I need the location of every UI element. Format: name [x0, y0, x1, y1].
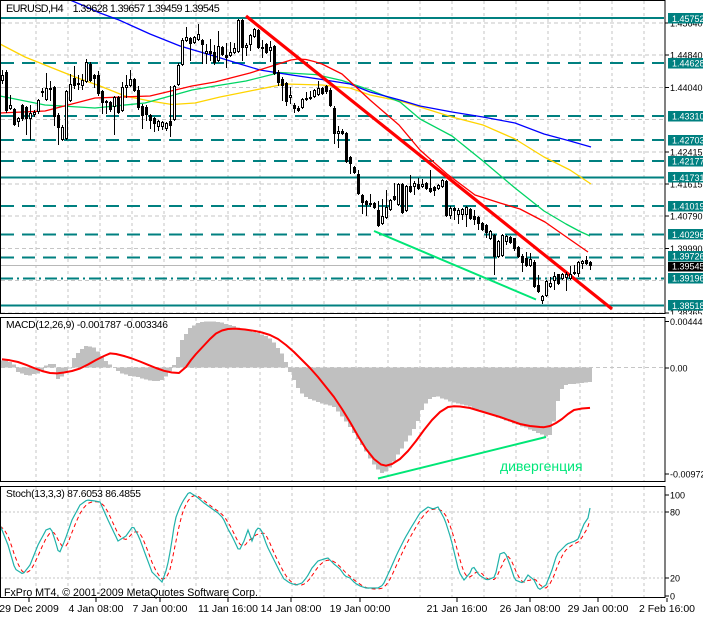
- svg-text:2 Feb 16:00: 2 Feb 16:00: [639, 603, 695, 615]
- svg-text:1.38518: 1.38518: [672, 301, 703, 311]
- svg-text:26 Jan 08:00: 26 Jan 08:00: [500, 603, 561, 615]
- svg-text:1.42415: 1.42415: [670, 147, 703, 157]
- svg-text:1.39726: 1.39726: [672, 252, 703, 262]
- svg-text:1.39545: 1.39545: [672, 262, 703, 272]
- svg-text:80: 80: [670, 508, 680, 518]
- svg-text:MACD(12,26,9) -0.001787 -0.003: MACD(12,26,9) -0.001787 -0.003346: [6, 320, 168, 331]
- svg-text:1.40790: 1.40790: [670, 212, 703, 222]
- svg-text:1.42703: 1.42703: [672, 136, 703, 146]
- svg-text:29 Jan 00:00: 29 Jan 00:00: [568, 603, 629, 615]
- svg-text:0: 0: [670, 592, 675, 602]
- svg-text:1.38365: 1.38365: [670, 308, 703, 318]
- svg-text:29 Dec 2009: 29 Dec 2009: [0, 603, 59, 615]
- svg-text:20: 20: [670, 574, 680, 584]
- svg-text:11 Jan 16:00: 11 Jan 16:00: [198, 603, 258, 615]
- svg-text:1.44628: 1.44628: [672, 59, 703, 69]
- svg-text:4 Jan 08:00: 4 Jan 08:00: [69, 603, 124, 615]
- svg-text:14 Jan 08:00: 14 Jan 08:00: [261, 603, 322, 615]
- svg-text:0.00: 0.00: [670, 364, 688, 374]
- svg-text:Stoch(13,3,3) 87.6053 86.4855: Stoch(13,3,3) 87.6053 86.4855: [6, 489, 141, 500]
- svg-text:7 Jan 00:00: 7 Jan 00:00: [133, 603, 188, 615]
- svg-text:-0.00972: -0.00972: [670, 470, 703, 480]
- svg-text:FxPro MT4, © 2001-2009 MetaQuo: FxPro MT4, © 2001-2009 MetaQuotes Softwa…: [4, 587, 258, 599]
- svg-text:100: 100: [670, 491, 685, 501]
- svg-text:1.43310: 1.43310: [672, 112, 703, 122]
- svg-text:1.41615: 1.41615: [670, 180, 703, 190]
- svg-text:19 Jan 00:00: 19 Jan 00:00: [330, 603, 391, 615]
- svg-text:21 Jan 16:00: 21 Jan 16:00: [427, 603, 488, 615]
- svg-text:1.41731: 1.41731: [672, 173, 703, 183]
- svg-text:0.0044468: 0.0044468: [670, 317, 703, 327]
- svg-text:1.42177: 1.42177: [672, 157, 703, 167]
- svg-text:1.45752: 1.45752: [672, 14, 703, 24]
- svg-text:EURUSD,H4 1.39628 1.39657 1: EURUSD,H4 1.39628 1.39657 1.39459 1.3954…: [6, 3, 220, 15]
- svg-text:1.39990: 1.39990: [670, 244, 703, 254]
- svg-text:1.40296: 1.40296: [672, 230, 703, 240]
- svg-text:1.44040: 1.44040: [670, 83, 703, 93]
- svg-text:1.39196: 1.39196: [672, 274, 703, 284]
- svg-text:1.41019: 1.41019: [672, 202, 703, 212]
- svg-text:дивергенция: дивергенция: [500, 458, 583, 474]
- svg-text:1.44840: 1.44840: [670, 51, 703, 61]
